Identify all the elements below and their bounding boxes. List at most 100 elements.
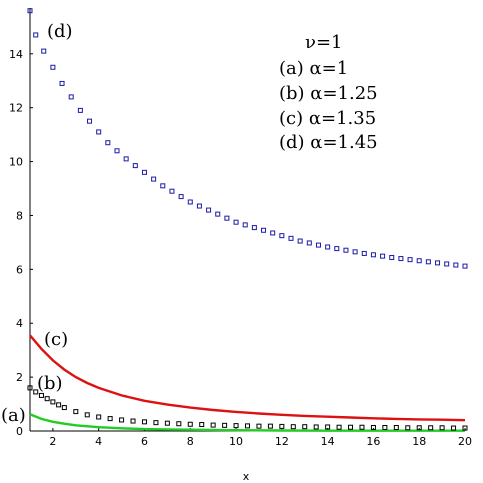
x-axis-label: x xyxy=(243,470,250,483)
legend-entry: (a) α=1 xyxy=(279,58,348,79)
legend-entry: (b) α=1.25 xyxy=(279,83,378,104)
series-marker-4 xyxy=(59,80,65,86)
series-marker-2 xyxy=(84,412,90,418)
series-marker-2 xyxy=(428,425,434,431)
series-marker-4 xyxy=(151,176,157,182)
series-marker-4 xyxy=(398,256,404,262)
series-marker-4 xyxy=(141,169,147,175)
series-marker-2 xyxy=(187,421,193,427)
series-marker-2 xyxy=(416,425,422,431)
curve-label-4: (d) xyxy=(47,21,73,42)
y-tick-label: 12 xyxy=(9,102,23,115)
series-marker-2 xyxy=(61,405,67,411)
series-marker-4 xyxy=(105,140,111,146)
series-marker-4 xyxy=(169,188,175,194)
series-marker-2 xyxy=(348,424,354,430)
series-marker-4 xyxy=(233,219,239,225)
series-marker-2 xyxy=(451,425,457,431)
y-tick-label: 14 xyxy=(9,48,23,61)
series-marker-2 xyxy=(405,425,411,431)
series-marker-4 xyxy=(416,258,422,264)
series-marker-2 xyxy=(107,416,113,422)
curve-labels: (a) (b) (c) (d) xyxy=(1,21,73,426)
series-marker-2 xyxy=(56,402,62,408)
series-marker-4 xyxy=(261,227,267,233)
x-tick-label: 8 xyxy=(187,435,194,448)
x-tick-label: 12 xyxy=(275,435,289,448)
series-marker-2 xyxy=(119,417,125,423)
y-tick-label: 10 xyxy=(9,156,23,169)
series-marker-2 xyxy=(256,423,262,429)
series-marker-4 xyxy=(251,225,257,231)
series-marker-4 xyxy=(462,263,468,269)
series-marker-2 xyxy=(359,424,365,430)
series-marker-4 xyxy=(178,194,184,200)
x-tick-label: 10 xyxy=(229,435,243,448)
series-marker-2 xyxy=(141,419,147,425)
series-marker-2 xyxy=(279,423,285,429)
series-marker-4 xyxy=(114,148,120,154)
y-tick-label: 6 xyxy=(16,263,23,276)
series-marker-2 xyxy=(38,392,44,398)
series-marker-2 xyxy=(245,423,250,429)
series-marker-4 xyxy=(444,261,450,267)
series-marker-4 xyxy=(325,244,331,250)
series-marker-2 xyxy=(439,425,445,431)
series-marker-2 xyxy=(222,422,228,428)
series-marker-2 xyxy=(302,424,308,430)
series-marker-4 xyxy=(288,235,294,241)
series-marker-4 xyxy=(27,8,33,14)
legend-entry: (d) α=1.45 xyxy=(279,132,378,153)
series-marker-2 xyxy=(153,420,159,426)
series-marker-4 xyxy=(50,64,56,70)
x-tick-label: 14 xyxy=(321,435,335,448)
series-marker-2 xyxy=(130,418,136,424)
curve-label-3: (c) xyxy=(44,329,68,350)
series-marker-2 xyxy=(233,423,239,429)
series-marker-4 xyxy=(187,199,193,205)
series-marker-2 xyxy=(73,409,79,415)
curve-label-1: (a) xyxy=(1,405,26,426)
x-tick-label: 2 xyxy=(49,435,56,448)
series-marker-4 xyxy=(334,246,340,252)
series-marker-2 xyxy=(370,424,376,430)
series-marker-2 xyxy=(50,399,56,405)
series-marker-2 xyxy=(267,423,273,429)
series-marker-4 xyxy=(352,249,358,255)
y-tick-label: 8 xyxy=(16,209,23,222)
series-marker-4 xyxy=(435,260,441,266)
series-line-1 xyxy=(29,413,465,432)
curve-label-2: (b) xyxy=(37,373,63,394)
series-marker-4 xyxy=(33,32,39,38)
series-marker-2 xyxy=(382,424,388,430)
x-tick-label: 4 xyxy=(95,435,102,448)
series-marker-2 xyxy=(27,385,33,391)
series-marker-4 xyxy=(306,240,312,246)
series-line-3 xyxy=(29,334,466,422)
legend-title: ν=1 xyxy=(305,32,342,53)
series-marker-4 xyxy=(297,238,303,244)
series-marker-2 xyxy=(290,424,296,430)
series-marker-4 xyxy=(380,253,386,259)
series-marker-2 xyxy=(176,421,182,427)
series-marker-2 xyxy=(44,396,50,402)
series-marker-4 xyxy=(68,94,74,100)
y-tick-label: 2 xyxy=(16,371,23,384)
series-marker-4 xyxy=(425,259,431,265)
series-marker-2 xyxy=(336,424,342,430)
x-tick-label: 16 xyxy=(366,435,380,448)
series-marker-4 xyxy=(370,252,376,258)
axes: 2 4 6 8 10 12 14 16 18 20 0 2 4 6 8 10 12 14 xyxy=(9,8,472,448)
series-marker-2 xyxy=(96,414,102,420)
y-tick-label: 4 xyxy=(16,317,23,330)
series-marker-2 xyxy=(199,422,205,428)
series-marker-2 xyxy=(462,425,468,431)
series-marker-4 xyxy=(96,129,102,135)
series-marker-2 xyxy=(164,420,170,426)
series-marker-4 xyxy=(315,242,321,248)
series-marker-4 xyxy=(196,203,202,209)
series-marker-4 xyxy=(41,48,47,54)
series-marker-2 xyxy=(313,424,319,430)
series-marker-4 xyxy=(215,211,221,217)
series-marker-4 xyxy=(123,156,129,162)
